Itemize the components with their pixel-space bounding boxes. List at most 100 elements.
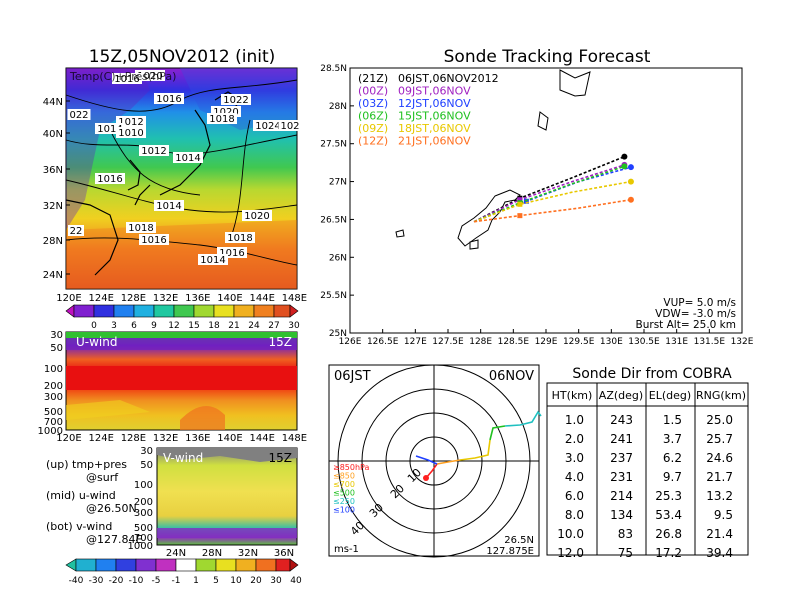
fc-lon-tick: 131.5E bbox=[694, 337, 726, 347]
fc-legend-label: 18JST,06NOV bbox=[398, 122, 471, 135]
isobar-label: 1024 bbox=[255, 121, 280, 132]
isobar-label: 1020 bbox=[213, 107, 238, 118]
fc-lon-tick: 130E bbox=[600, 337, 623, 347]
polar-legend-item: ≥850hPa bbox=[333, 463, 370, 472]
isobar-label-bg bbox=[95, 123, 125, 134]
wind-colorbar-label: -1 bbox=[172, 576, 181, 586]
isobar-label-bg bbox=[278, 120, 302, 131]
v-pressure-tick: 200 bbox=[134, 497, 153, 508]
temp-colorbar-label: 12 bbox=[168, 321, 179, 331]
left-panel-title: 15Z,05NOV2012 (init) bbox=[89, 47, 276, 67]
trajectory-line bbox=[473, 165, 625, 223]
table-cell: 25.3 bbox=[655, 489, 682, 503]
map-overlay-label: Temp(C)+Pres(hPa) bbox=[69, 70, 176, 83]
trajectory-end-dot bbox=[627, 196, 634, 203]
hodograph-orange bbox=[436, 459, 461, 465]
fc-lat-tick: 25.5N bbox=[320, 291, 347, 301]
u-pressure-tick: 1000 bbox=[38, 426, 63, 437]
isobar-label: 1022 bbox=[223, 95, 248, 106]
u-pressure-tick: 500 bbox=[44, 407, 63, 418]
v-wind-panel: V-wind 15Z bbox=[156, 447, 298, 546]
u-lon-tick: 144E bbox=[249, 433, 274, 444]
hodograph-green bbox=[489, 425, 506, 441]
polar-legend-item: ≤100 bbox=[333, 506, 355, 515]
isobar-label-bg bbox=[68, 225, 84, 236]
table-cell: 6.2 bbox=[663, 451, 682, 465]
v-pressure-tick: 50 bbox=[140, 460, 153, 471]
table-cell: 26.8 bbox=[655, 527, 682, 541]
fc-legend-tag: (03Z) bbox=[358, 97, 388, 110]
trajectory-burst-marker bbox=[517, 197, 523, 203]
v-pressure-tick: 500 bbox=[134, 523, 153, 534]
temp-colorbar-label: 21 bbox=[228, 321, 239, 331]
isobar-label: 1010 bbox=[118, 128, 143, 139]
u-lon-tick: 120E bbox=[56, 433, 81, 444]
v-wind-time: 15Z bbox=[269, 451, 293, 465]
map-lon-tick: 132E bbox=[153, 293, 178, 304]
v-pressure-tick: 700 bbox=[134, 533, 153, 544]
table-cell: 39.4 bbox=[706, 546, 733, 560]
polar-legend-item: ≤500 bbox=[333, 489, 355, 498]
isobar-label: 1016 bbox=[114, 74, 139, 85]
isobar-label: 1018 bbox=[128, 223, 153, 234]
map-tick-marks bbox=[66, 100, 70, 275]
temp-colorbar bbox=[65, 304, 299, 318]
table-cell: 4.0 bbox=[565, 470, 584, 484]
u-lon-tick: 128E bbox=[121, 433, 146, 444]
table-header: RNG(km) bbox=[696, 389, 746, 402]
table-cell: 243 bbox=[610, 413, 633, 427]
fc-lon-tick: 130.5E bbox=[628, 337, 660, 347]
hodograph-red bbox=[425, 463, 438, 479]
temp-colorbar-label: 3 bbox=[111, 321, 117, 331]
u-lon-tick: 132E bbox=[153, 433, 178, 444]
forecast-title: Sonde Tracking Forecast bbox=[444, 47, 651, 67]
hodograph-yellow bbox=[459, 439, 491, 461]
isobar-label: 1016 bbox=[156, 94, 181, 105]
fc-legend-tag: (21Z) bbox=[358, 72, 388, 85]
trajectory-line bbox=[473, 180, 632, 223]
fc-lon-tick: 127.5E bbox=[432, 337, 464, 347]
table-header: AZ(deg) bbox=[599, 389, 643, 402]
table-cell: 25.7 bbox=[706, 432, 733, 446]
fc-legend-tag: (06Z) bbox=[358, 110, 388, 123]
map-lon-tick: 136E bbox=[185, 293, 210, 304]
isobar-label: 1018 bbox=[227, 233, 252, 244]
isobar-label-bg bbox=[173, 152, 203, 163]
trajectory-end-dot bbox=[627, 164, 634, 171]
temp-colorbar-label: 9 bbox=[151, 321, 157, 331]
fc-param: VDW= -3.0 m/s bbox=[655, 308, 736, 320]
polar-loc-lat: 26.5N bbox=[504, 535, 534, 546]
trajectory-end-dot bbox=[627, 178, 634, 185]
isobar-label-bg bbox=[221, 94, 251, 105]
table-cell: 231 bbox=[610, 470, 633, 484]
fc-legend-label: 21JST,06NOV bbox=[398, 135, 471, 148]
trajectory-line bbox=[473, 164, 625, 223]
fc-lat-tick: 28N bbox=[329, 102, 347, 112]
fc-lat-tick: 27N bbox=[329, 178, 347, 188]
sonde-table bbox=[546, 382, 749, 556]
isobar-label-bg bbox=[154, 200, 184, 211]
polar-loc-lon: 127.875E bbox=[486, 546, 534, 557]
table-cell: 21.7 bbox=[706, 470, 733, 484]
table-cell: 2.0 bbox=[565, 432, 584, 446]
polar-time: 06JST bbox=[334, 369, 371, 384]
fc-lat-tick: 28.5N bbox=[320, 64, 347, 74]
table-cell: 1.5 bbox=[663, 413, 682, 427]
isobar-label: 1020 bbox=[244, 211, 269, 222]
fc-lon-tick: 126.5E bbox=[367, 337, 399, 347]
table-cell: 10.0 bbox=[557, 527, 584, 541]
fc-lon-tick: 131E bbox=[665, 337, 688, 347]
fc-lon-tick: 128E bbox=[469, 337, 492, 347]
isobar-label-bg bbox=[225, 232, 255, 243]
map-lon-tick: 144E bbox=[249, 293, 274, 304]
trajectory-burst-marker bbox=[517, 213, 523, 219]
wind-colorbar bbox=[65, 558, 299, 572]
table-cell: 3.0 bbox=[565, 451, 584, 465]
wind-colorbar-label: 40 bbox=[290, 576, 302, 586]
forecast-plot bbox=[349, 67, 743, 334]
fc-param: VUP= 5.0 m/s bbox=[663, 297, 736, 309]
wind-colorbar-label: -10 bbox=[129, 576, 144, 586]
isobar-label-bg bbox=[116, 127, 146, 138]
legend-line: (up) tmp+pres bbox=[46, 458, 127, 471]
map-lon-tick: 128E bbox=[121, 293, 146, 304]
